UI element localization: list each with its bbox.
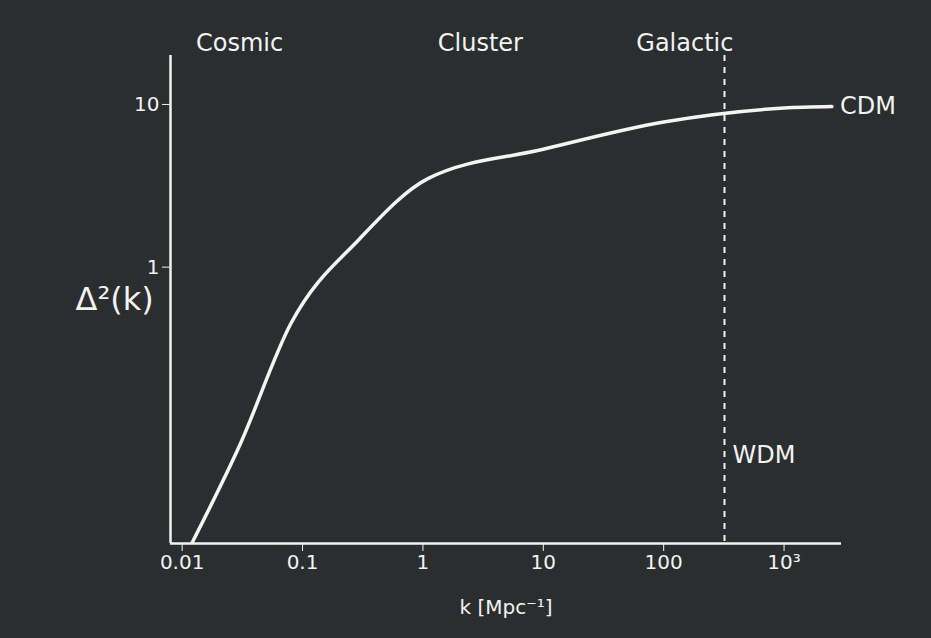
svg-text:Δ²(k): Δ²(k) xyxy=(76,280,154,318)
svg-text:WDM: WDM xyxy=(732,441,795,469)
svg-text:Cluster: Cluster xyxy=(438,29,523,57)
svg-text:10: 10 xyxy=(134,92,159,116)
svg-text:1: 1 xyxy=(417,550,430,574)
svg-text:10: 10 xyxy=(531,550,556,574)
svg-text:Cosmic: Cosmic xyxy=(196,29,283,57)
svg-text:10³: 10³ xyxy=(767,550,800,574)
svg-text:k [Mpc⁻¹]: k [Mpc⁻¹] xyxy=(459,595,552,619)
svg-text:1: 1 xyxy=(147,255,160,279)
svg-text:0.1: 0.1 xyxy=(287,550,319,574)
svg-text:CDM: CDM xyxy=(840,92,896,120)
svg-text:100: 100 xyxy=(645,550,683,574)
svg-text:Galactic: Galactic xyxy=(636,29,733,57)
svg-text:0.01: 0.01 xyxy=(160,550,205,574)
